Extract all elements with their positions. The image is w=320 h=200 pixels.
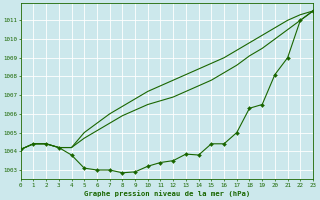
X-axis label: Graphe pression niveau de la mer (hPa): Graphe pression niveau de la mer (hPa): [84, 190, 250, 197]
